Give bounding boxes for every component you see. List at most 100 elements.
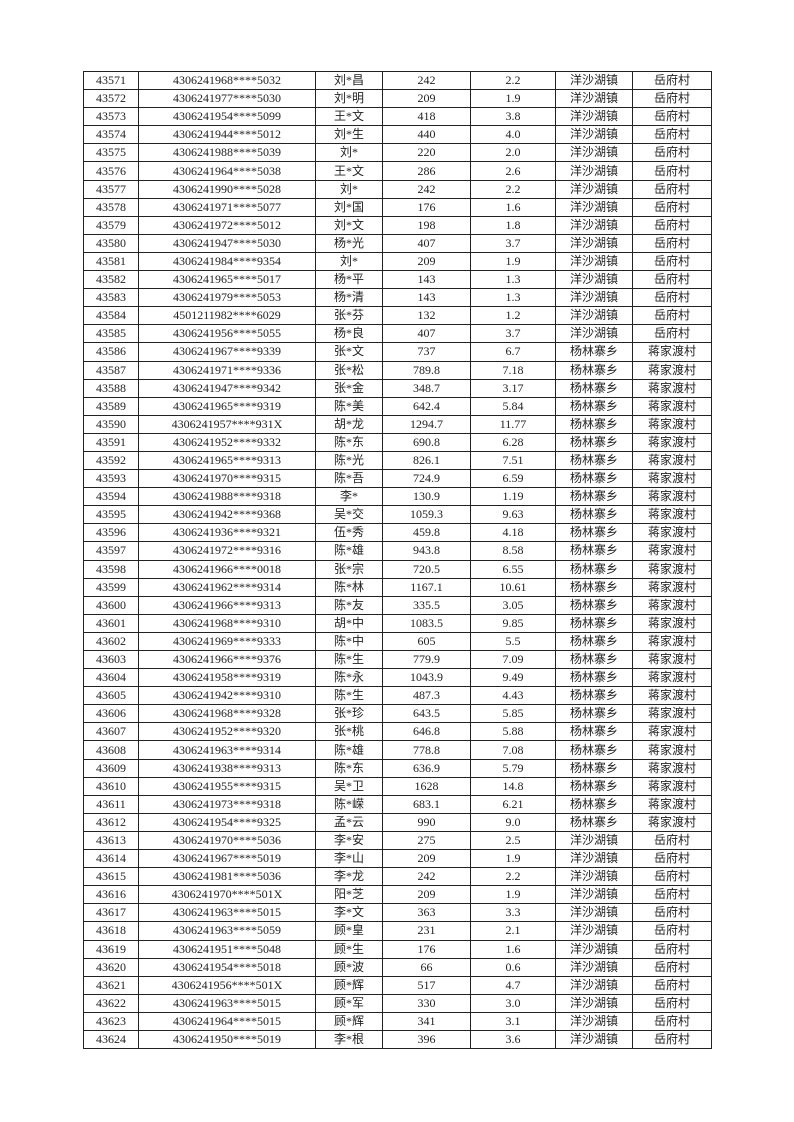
name-cell: 刘*文	[315, 215, 383, 235]
name-cell: 杨*平	[315, 270, 383, 290]
amount-cell: 1.9	[470, 89, 556, 109]
serial-number-cell: 43610	[83, 776, 139, 796]
table-row: 43599 4306241962****9314 陈*林 1167.1 10.61 杨林寨…	[83, 577, 712, 597]
township-cell: 杨林寨乡	[555, 450, 633, 471]
area-cell: 363	[382, 903, 471, 923]
id-number-cell: 4306241954****5099	[138, 107, 316, 127]
name-cell: 李*根	[315, 1029, 383, 1050]
name-cell: 陈*中	[315, 631, 383, 652]
township-cell: 洋沙湖镇	[555, 1011, 633, 1031]
amount-cell: 5.84	[470, 396, 556, 416]
area-cell: 440	[382, 125, 471, 145]
township-cell: 洋沙湖镇	[555, 867, 633, 887]
table-row: 43593 4306241970****9315 陈*吾 724.9 6.59 杨林寨乡蒋…	[83, 469, 712, 489]
name-cell: 顾*辉	[315, 1011, 383, 1031]
id-number-cell: 4306241942****9368	[138, 505, 316, 525]
area-cell: 220	[382, 143, 471, 163]
name-cell: 陈*东	[315, 758, 383, 778]
township-cell: 洋沙湖镇	[555, 903, 633, 923]
name-cell: 陈*雄	[315, 541, 383, 561]
area-cell: 231	[382, 921, 471, 941]
serial-number-cell: 43583	[83, 288, 139, 308]
village-cell: 岳府村	[632, 161, 712, 181]
area-cell: 275	[382, 830, 471, 851]
id-number-cell: 4306241990****5028	[138, 179, 316, 199]
area-cell: 720.5	[382, 559, 471, 579]
name-cell: 顾*皇	[315, 921, 383, 941]
township-cell: 杨林寨乡	[555, 577, 633, 597]
amount-cell: 2.2	[470, 179, 556, 199]
serial-number-cell: 43621	[83, 975, 139, 995]
name-cell: 刘*	[315, 251, 383, 272]
id-number-cell: 4306241969****9333	[138, 631, 316, 652]
village-cell: 岳府村	[632, 975, 712, 995]
village-cell: 岳府村	[632, 1011, 712, 1031]
village-cell: 蒋家渡村	[632, 396, 712, 416]
area-cell: 209	[382, 251, 471, 272]
amount-cell: 1.3	[470, 270, 556, 290]
serial-number-cell: 43577	[83, 179, 139, 199]
village-cell: 蒋家渡村	[632, 812, 712, 832]
table-row: 43587 4306241971****9336 张*松 789.8 7.18 杨林寨乡蒋…	[83, 360, 712, 380]
area-cell: 636.9	[382, 758, 471, 778]
table-row: 43602 4306241969****9333 陈*中 605 5.5 杨林寨乡 蒋家渡村	[83, 631, 712, 652]
table-row: 43571 4306241968****5032 刘*昌 242 2.2 洋沙湖镇 岳府村	[83, 70, 712, 91]
id-number-cell: 4306241966****9376	[138, 649, 316, 670]
id-number-cell: 4306241963****9314	[138, 740, 316, 760]
table-row: 43612 4306241954****9325 孟*云 990 9.0 杨林寨乡 蒋家渡村	[83, 812, 712, 832]
name-cell: 吴*卫	[315, 776, 383, 796]
amount-cell: 9.85	[470, 613, 556, 633]
table-row: 43606 4306241968****9328 张*珍 643.5 5.85 杨林寨乡蒋…	[83, 704, 712, 724]
name-cell: 陈*美	[315, 396, 383, 416]
amount-cell: 14.8	[470, 776, 556, 796]
village-cell: 蒋家渡村	[632, 577, 712, 597]
township-cell: 洋沙湖镇	[555, 197, 633, 217]
serial-number-cell: 43593	[83, 469, 139, 489]
township-cell: 洋沙湖镇	[555, 215, 633, 235]
village-cell: 岳府村	[632, 903, 712, 923]
amount-cell: 9.0	[470, 812, 556, 832]
serial-number-cell: 43603	[83, 649, 139, 670]
id-number-cell: 4306241966****9313	[138, 595, 316, 615]
village-cell: 蒋家渡村	[632, 360, 712, 380]
area-cell: 407	[382, 324, 471, 344]
area-cell: 1043.9	[382, 668, 471, 688]
id-number-cell: 4501211982****6029	[138, 306, 316, 326]
name-cell: 杨*清	[315, 288, 383, 308]
area-cell: 209	[382, 849, 471, 869]
village-cell: 蒋家渡村	[632, 342, 712, 362]
id-number-cell: 4306241964****5038	[138, 161, 316, 181]
amount-cell: 4.18	[470, 523, 556, 543]
table-row: 43622 4306241963****5015 顾*军 330 3.0 洋沙湖镇 岳府村	[83, 993, 712, 1013]
area-cell: 348.7	[382, 378, 471, 398]
serial-number-cell: 43576	[83, 161, 139, 181]
table-row: 43588 4306241947****9342 张*金 348.7 3.17 杨林寨乡蒋…	[83, 378, 712, 398]
serial-number-cell: 43601	[83, 613, 139, 633]
id-number-cell: 4306241967****9339	[138, 342, 316, 362]
area-cell: 132	[382, 306, 471, 326]
name-cell: 李*安	[315, 830, 383, 851]
records-table: 43571 4306241968****5032 刘*昌 242 2.2 洋沙湖镇 岳府村 4…	[83, 70, 712, 1050]
name-cell: 陈*嵘	[315, 794, 383, 814]
id-number-cell: 4306241936****9321	[138, 523, 316, 543]
id-number-cell: 4306241968****5032	[138, 70, 316, 91]
village-cell: 蒋家渡村	[632, 722, 712, 742]
serial-number-cell: 43574	[83, 125, 139, 145]
id-number-cell: 4306241954****5018	[138, 957, 316, 977]
table-row: 43623 4306241964****5015 顾*辉 341 3.1 洋沙湖镇 岳府村	[83, 1011, 712, 1031]
area-cell: 209	[382, 885, 471, 905]
village-cell: 蒋家渡村	[632, 559, 712, 579]
amount-cell: 3.1	[470, 1011, 556, 1031]
village-cell: 岳府村	[632, 233, 712, 253]
amount-cell: 3.7	[470, 324, 556, 344]
township-cell: 杨林寨乡	[555, 704, 633, 724]
village-cell: 蒋家渡村	[632, 704, 712, 724]
id-number-cell: 4306241970****5036	[138, 830, 316, 851]
amount-cell: 6.21	[470, 794, 556, 814]
village-cell: 蒋家渡村	[632, 740, 712, 760]
table-row: 43577 4306241990****5028 刘* 242 2.2 洋沙湖镇 岳府村	[83, 179, 712, 199]
amount-cell: 6.28	[470, 432, 556, 452]
village-cell: 蒋家渡村	[632, 523, 712, 543]
village-cell: 岳府村	[632, 251, 712, 272]
table-row: 43584 4501211982****6029 张*芬 132 1.2 洋沙湖镇 岳府村	[83, 306, 712, 326]
